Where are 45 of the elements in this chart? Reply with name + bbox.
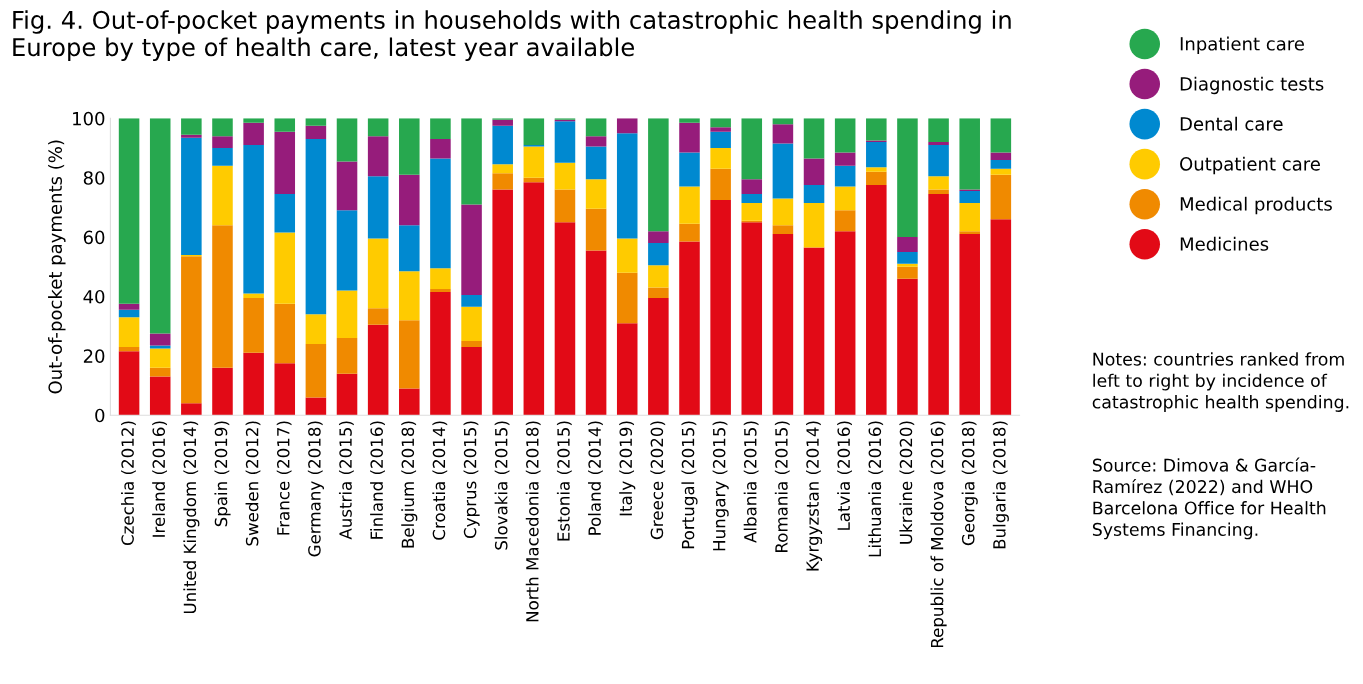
legend-label: Medicines xyxy=(1180,236,1269,251)
x-tick-label: Czechia (2012) xyxy=(121,421,136,546)
x-tick-label: Ireland (2016) xyxy=(152,421,168,537)
y-tick-label: 60 xyxy=(83,230,105,245)
y-tick-label: 20 xyxy=(83,349,105,363)
x-tick-label: France (2017) xyxy=(276,421,292,535)
y-tick-label: 40 xyxy=(83,289,105,304)
source-note: Source: Dimova & García- Ramírez (2022) and WHO Barcelona Office for Health Systems Financing. xyxy=(1092,457,1326,540)
x-tick-label: Slovakia (2015) xyxy=(494,421,510,550)
x-tick-label: Poland (2014) xyxy=(588,421,603,535)
y-axis-title: Out-of-pocket payments (%) xyxy=(48,140,66,394)
x-tick-label: Croatia (2014) xyxy=(432,421,448,540)
x-tick-label: Lithuania (2016) xyxy=(868,421,884,557)
legend-label: Inpatient care xyxy=(1180,36,1304,55)
x-tick-label: Bulgaria (2018) xyxy=(992,421,1009,549)
x-tick-label: Portugal (2015) xyxy=(681,421,698,549)
x-tick-label: Austria (2015) xyxy=(338,421,354,540)
x-tick-label: Romania (2015) xyxy=(774,421,790,553)
legend-label: Dental care xyxy=(1180,116,1283,131)
x-tick-label: Germany (2018) xyxy=(307,421,324,557)
legend-label: Diagnostic tests xyxy=(1180,76,1324,95)
y-tick-label: 0 xyxy=(95,408,105,423)
chart-title: Fig. 4. Out-of-pocket payments in households with catastrophic health spending in Europe by type of health care, latest year available xyxy=(13,10,1011,61)
x-tick-label: Georgia (2018) xyxy=(961,421,978,546)
x-tick-label: Estonia (2015) xyxy=(556,421,572,541)
x-tick-label: Greece (2020) xyxy=(650,421,666,540)
x-tick-label: North Macedonia (2018) xyxy=(525,421,541,622)
x-tick-label: Finland (2016) xyxy=(370,421,385,539)
y-tick-label: 100 xyxy=(73,111,105,126)
x-tick-label: Hungary (2015) xyxy=(712,421,729,551)
x-tick-label: Spain (2019) xyxy=(214,421,231,527)
x-tick-label: Italy (2019) xyxy=(619,421,636,516)
x-tick-label: Belgium (2018) xyxy=(401,421,418,548)
y-tick-label: 80 xyxy=(83,171,105,185)
x-tick-label: Albania (2015) xyxy=(743,421,759,543)
x-tick-label: Republic of Moldova (2016) xyxy=(930,421,947,648)
text: Notes: countries ranked from left to right by incidence of catastrophic health spending. xyxy=(1092,352,1349,412)
x-tick-label: Ukraine (2020) xyxy=(899,421,915,544)
x-tick-label: Kyrgyzstan (2014) xyxy=(805,421,823,571)
x-tick-label: Sweden (2012) xyxy=(245,421,261,546)
x-tick-label: Cyprus (2015) xyxy=(463,421,480,539)
legend-label: Outpatient care xyxy=(1180,156,1320,175)
legend-label: Medical products xyxy=(1180,196,1332,215)
x-tick-label: Latvia (2016) xyxy=(837,421,852,530)
x-tick-label: United Kingdom (2014) xyxy=(183,421,200,614)
